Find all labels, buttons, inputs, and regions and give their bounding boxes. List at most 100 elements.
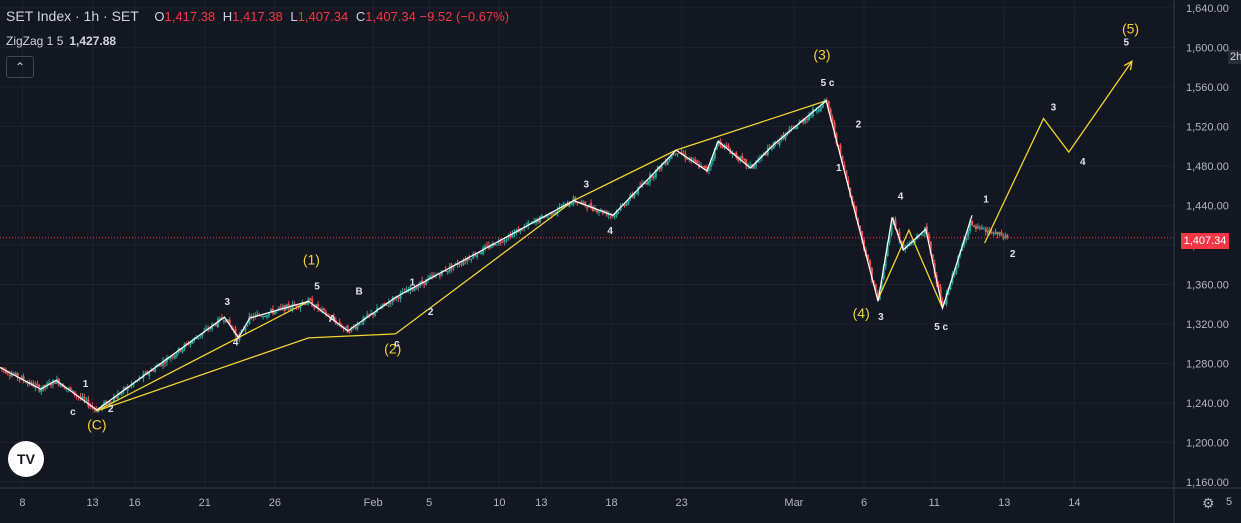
candle-body	[415, 286, 418, 289]
x-tick-label: 13	[86, 497, 98, 509]
candle-body	[617, 211, 620, 213]
candle-body	[499, 241, 502, 243]
wave-sub-label: 5	[314, 281, 320, 292]
candle-body	[368, 313, 371, 315]
candle-body	[478, 252, 481, 254]
x-tick-label: 13	[998, 497, 1010, 509]
candle-body	[668, 158, 671, 161]
candle-body	[755, 161, 758, 166]
candle-body	[756, 160, 759, 163]
candle-body	[613, 214, 616, 218]
candle-body	[866, 254, 869, 261]
candle-body	[262, 316, 265, 318]
candle-body	[607, 214, 610, 216]
symbol-title[interactable]: SET Index · 1h · SET	[6, 8, 139, 24]
candle-body	[124, 386, 127, 390]
candle-body	[230, 325, 233, 329]
candle-body	[531, 221, 534, 223]
candle-body	[309, 298, 312, 301]
candle-body	[592, 206, 595, 211]
candle-body	[4, 369, 7, 374]
candle-body	[269, 309, 272, 312]
candle-body	[460, 263, 463, 265]
candle-body	[821, 102, 824, 108]
candle-body	[817, 109, 820, 112]
candle-body	[721, 144, 724, 148]
candle-body	[383, 302, 386, 305]
candle-body	[273, 310, 276, 315]
candle-body	[870, 267, 873, 281]
candle-body	[552, 213, 555, 215]
candle-body	[171, 356, 174, 358]
candle-body	[165, 357, 168, 363]
candle-body	[321, 308, 324, 310]
wave-sub-label: 1	[410, 277, 416, 288]
candle-body	[660, 164, 663, 169]
candle-body	[974, 226, 977, 229]
candle-body	[67, 388, 70, 390]
candle-body	[110, 401, 113, 403]
candle-body	[635, 192, 638, 194]
candle-body	[965, 236, 968, 241]
candle-body	[326, 314, 329, 316]
candle-body	[505, 239, 508, 241]
candle-body	[888, 235, 891, 243]
close-label: C	[355, 9, 366, 24]
gear-icon[interactable]: ⚙	[1202, 495, 1215, 511]
wave-sub-label: 3	[224, 297, 230, 308]
candle-body	[152, 369, 155, 371]
candle-body	[637, 187, 640, 194]
candle-body	[30, 382, 33, 385]
candle-body	[71, 390, 74, 392]
candle-body	[770, 147, 773, 150]
candle-body	[189, 342, 192, 345]
candle-body	[976, 226, 979, 229]
chevron-up-icon[interactable]: ⌃	[6, 56, 34, 78]
candle-body	[173, 354, 176, 359]
indicator-value: 1,427.88	[69, 34, 117, 48]
candle-body	[425, 279, 428, 286]
candle-body	[228, 319, 231, 325]
candle-body	[967, 230, 970, 237]
wave-sub-label: 4	[607, 226, 613, 237]
wave-sub-label: 2	[856, 119, 862, 130]
candle-body	[22, 376, 25, 381]
candle-body	[438, 274, 441, 277]
candle-body	[853, 205, 856, 209]
candle-body	[564, 202, 567, 204]
candle-body	[85, 399, 88, 401]
tradingview-logo[interactable]: TV	[8, 441, 44, 477]
candle-body	[890, 222, 893, 236]
candle-body	[429, 276, 432, 279]
candle-body	[279, 307, 282, 309]
indicator-legend[interactable]: ZigZag 1 5 1,427.88	[6, 34, 116, 48]
candle-body	[753, 164, 756, 169]
candle-body	[401, 291, 404, 293]
candle-body	[542, 217, 545, 219]
candle-body	[921, 234, 924, 236]
candle-body	[18, 378, 21, 380]
candle-body	[356, 323, 359, 330]
candle-body	[89, 405, 92, 407]
candle-body	[493, 244, 496, 246]
candle-body	[26, 382, 29, 385]
candle-body	[191, 340, 194, 344]
candle-body	[277, 307, 280, 309]
candle-body	[218, 317, 221, 320]
wave-degree-label: (4)	[853, 305, 870, 321]
wave-sub-label: 1	[983, 195, 989, 206]
candle-body	[986, 230, 989, 233]
wave-sub-label: 3	[584, 180, 590, 191]
x-tick-label: 26	[269, 497, 281, 509]
candle-body	[1000, 232, 1003, 237]
candle-body	[289, 308, 292, 310]
candle-body	[8, 374, 11, 376]
candle-body	[776, 140, 779, 144]
candle-body	[876, 292, 879, 300]
x-tick-label: 14	[1068, 497, 1080, 509]
candle-body	[839, 145, 842, 155]
candle-body	[633, 193, 636, 198]
candle-body	[256, 314, 259, 317]
candle-body	[925, 226, 928, 234]
